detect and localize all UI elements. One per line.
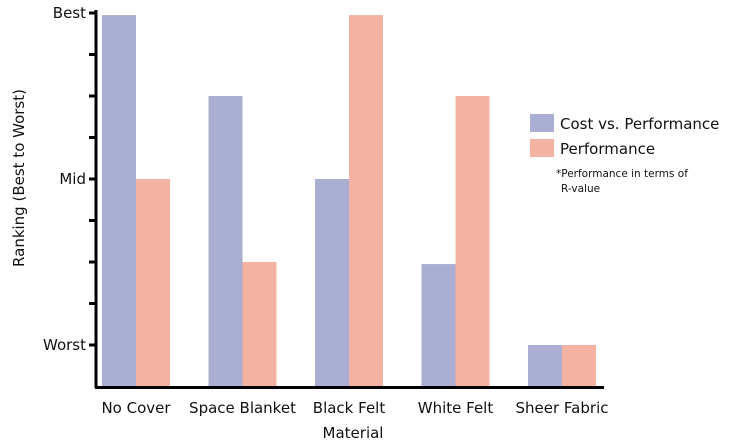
y-axis-title: Ranking (Best to Worst) [10,89,28,267]
bar-performance-2 [349,15,383,386]
y-tick-label-worst: Worst [43,336,86,354]
bar-cost-vs-performance-0 [102,15,136,386]
x-tick-label-3: White Felt [418,399,494,417]
y-tick-label-mid: Mid [59,170,86,188]
note-line-2: R-value [561,183,600,195]
bar-performance-3 [455,96,490,386]
legend: Cost vs. Performance Performance [530,114,719,158]
axes-group [94,10,604,389]
bars-group [102,15,596,386]
bar-cost-vs-performance-3 [421,264,456,386]
bar-cost-vs-performance-1 [208,96,243,386]
legend-label-0: Cost vs. Performance [560,115,719,133]
bar-performance-4 [562,345,596,386]
x-tick-label-1: Space Blanket [189,399,296,417]
bar-cost-vs-performance-2 [315,179,349,386]
y-ticks-group: Worst Mid Best [43,4,96,354]
bar-performance-1 [242,262,277,386]
x-tick-labels-group: No Cover Space Blanket Black Felt White Fel… [101,399,608,417]
legend-label-1: Performance [560,140,655,158]
x-tick-label-2: Black Felt [313,399,386,417]
x-axis-title: Material [323,424,384,442]
bar-cost-vs-performance-4 [528,345,562,386]
y-tick-label-best: Best [53,4,86,22]
x-tick-label-0: No Cover [101,399,171,417]
legend-swatch-1 [530,139,554,157]
bar-performance-0 [136,179,170,386]
legend-swatch-0 [530,114,554,132]
note-line-1: *Performance in terms of [556,168,688,180]
x-tick-label-4: Sheer Fabric [516,399,609,417]
